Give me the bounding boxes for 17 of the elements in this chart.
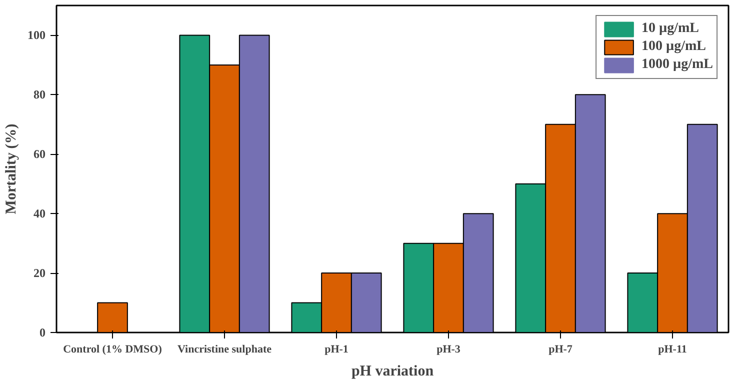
x-tick-label: pH-1 [324, 344, 348, 356]
y-tick-label: 0 [40, 326, 46, 340]
legend-label: 1000 µg/mL [642, 57, 713, 73]
x-tick-label: pH-11 [658, 344, 687, 356]
x-tick-label: pH-7 [548, 344, 573, 356]
x-tick-label: pH-3 [436, 344, 461, 356]
x-tick-label: Vincristine sulphate [177, 344, 272, 356]
y-tick-label: 60 [34, 147, 46, 162]
x-tick-label: Control (1% DMSO) [63, 344, 162, 356]
x-axis-title: pH variation [351, 364, 434, 380]
y-tick-label: 20 [34, 266, 46, 280]
y-tick-label: 80 [34, 88, 46, 102]
y-axis-title: Mortality (%) [4, 124, 20, 214]
y-tick-label: 40 [34, 206, 46, 221]
legend-label: 100 µg/mL [642, 39, 706, 55]
legend-label: 10 µg/mL [642, 21, 699, 37]
y-tick-label: 100 [28, 28, 46, 42]
